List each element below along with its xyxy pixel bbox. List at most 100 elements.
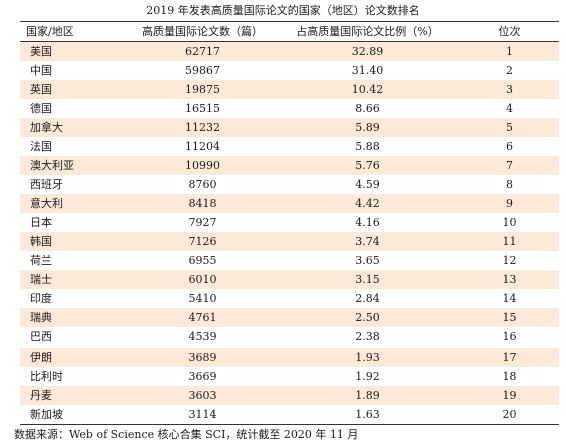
cell-papers: 3114 [130,405,275,425]
cell-country: 中国 [20,61,130,80]
cell-country: 丹麦 [20,386,130,405]
cell-papers: 7126 [130,232,275,251]
cell-rank: 4 [460,99,559,118]
table-row: 英国 19875 10.42 3 [20,80,559,99]
cell-papers: 59867 [130,61,275,80]
table-row: 瑞士 6010 3.15 13 [20,270,559,289]
cell-rank: 1 [460,41,559,61]
cell-country: 西班牙 [20,175,130,194]
cell-country: 比利时 [20,367,130,386]
cell-country: 英国 [20,80,130,99]
cell-papers: 3689 [130,346,275,367]
cell-share: 32.89 [275,41,460,61]
cell-papers: 10990 [130,156,275,175]
cell-country: 日本 [20,213,130,232]
cell-rank: 5 [460,118,559,137]
cell-share: 4.42 [275,194,460,213]
cell-rank: 9 [460,194,559,213]
cell-country: 美国 [20,41,130,61]
cell-papers: 8418 [130,194,275,213]
cell-share: 5.89 [275,118,460,137]
cell-papers: 11204 [130,137,275,156]
cell-share: 3.74 [275,232,460,251]
table-row: 瑞典 4761 2.50 15 [20,308,559,327]
header-country: 国家/地区 [20,21,130,42]
cell-share: 1.92 [275,367,460,386]
ranking-table: 国家/地区 高质量国际论文数（篇） 占高质量国际论文比例（%） 位次 美国 627… [20,21,559,425]
cell-share: 4.16 [275,213,460,232]
cell-country: 荷兰 [20,251,130,270]
cell-share: 1.93 [275,346,460,367]
cell-rank: 2 [460,61,559,80]
cell-rank: 20 [460,405,559,425]
cell-share: 31.40 [275,61,460,80]
cell-rank: 3 [460,80,559,99]
cell-share: 3.15 [275,270,460,289]
cell-share: 2.84 [275,289,460,308]
cell-rank: 15 [460,308,559,327]
table-row: 美国 62717 32.89 1 [20,41,559,61]
cell-papers: 7927 [130,213,275,232]
cell-papers: 16515 [130,99,275,118]
cell-country: 伊朗 [20,346,130,367]
cell-country: 印度 [20,289,130,308]
table-row: 意大利 8418 4.42 9 [20,194,559,213]
cell-papers: 62717 [130,41,275,61]
cell-papers: 4539 [130,327,275,347]
cell-papers: 19875 [130,80,275,99]
cell-rank: 10 [460,213,559,232]
cell-country: 意大利 [20,194,130,213]
header-share: 占高质量国际论文比例（%） [275,21,460,42]
table-row: 新加坡 3114 1.63 20 [20,405,559,425]
cell-rank: 14 [460,289,559,308]
table-row: 印度 5410 2.84 14 [20,289,559,308]
cell-country: 韩国 [20,232,130,251]
cell-share: 2.38 [275,327,460,347]
table-body: 美国 62717 32.89 1 中国 59867 31.40 2 英国 19875 10.42 3 德… [20,41,559,425]
cell-share: 8.66 [275,99,460,118]
cell-country: 法国 [20,137,130,156]
table-row: 加拿大 11232 5.89 5 [20,118,559,137]
cell-share: 4.59 [275,175,460,194]
table-row: 法国 11204 5.88 6 [20,137,559,156]
cell-share: 2.50 [275,308,460,327]
cell-papers: 11232 [130,118,275,137]
table-row: 丹麦 3603 1.89 19 [20,386,559,405]
cell-country: 巴西 [20,327,130,347]
cell-rank: 11 [460,232,559,251]
cell-rank: 12 [460,251,559,270]
table-row: 伊朗 3689 1.93 17 [20,346,559,367]
cell-share: 5.88 [275,137,460,156]
cell-papers: 3669 [130,367,275,386]
cell-share: 5.76 [275,156,460,175]
table-row: 澳大利亚 10990 5.76 7 [20,156,559,175]
table-row: 比利时 3669 1.92 18 [20,367,559,386]
cell-rank: 6 [460,137,559,156]
cell-country: 瑞典 [20,308,130,327]
cell-papers: 4761 [130,308,275,327]
table-row: 西班牙 8760 4.59 8 [20,175,559,194]
table-row: 韩国 7126 3.74 11 [20,232,559,251]
cell-country: 加拿大 [20,118,130,137]
table-row: 中国 59867 31.40 2 [20,61,559,80]
cell-share: 1.89 [275,386,460,405]
cell-country: 澳大利亚 [20,156,130,175]
cell-papers: 6010 [130,270,275,289]
cell-papers: 5410 [130,289,275,308]
cell-share: 10.42 [275,80,460,99]
cell-share: 3.65 [275,251,460,270]
cell-country: 新加坡 [20,405,130,425]
cell-rank: 16 [460,327,559,347]
cell-rank: 17 [460,346,559,367]
table-title: 2019 年发表高质量国际论文的国家（地区）论文数排名 [146,4,420,17]
cell-share: 1.63 [275,405,460,425]
cell-rank: 7 [460,156,559,175]
cell-country: 瑞士 [20,270,130,289]
table-header-row: 国家/地区 高质量国际论文数（篇） 占高质量国际论文比例（%） 位次 [20,21,559,42]
table-row: 巴西 4539 2.38 16 [20,327,559,347]
cell-rank: 18 [460,367,559,386]
cell-papers: 6955 [130,251,275,270]
cell-rank: 8 [460,175,559,194]
cell-papers: 8760 [130,175,275,194]
